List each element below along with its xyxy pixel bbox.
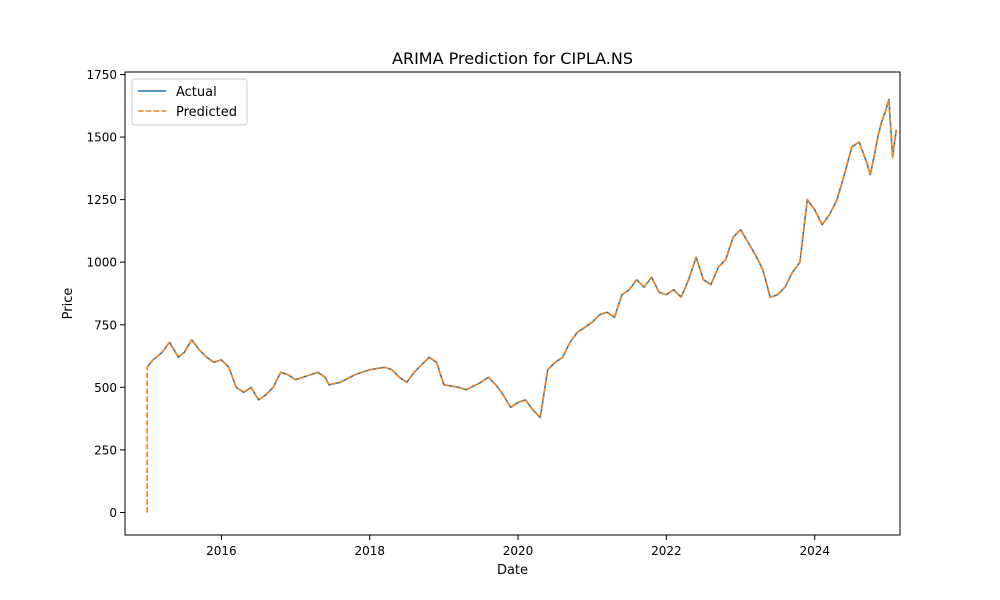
y-tick-label: 1250: [86, 193, 117, 207]
legend: Actual Predicted: [131, 78, 248, 126]
x-axis: 2016 2018 2020 2022 2024: [206, 535, 830, 558]
y-tick-label: 1000: [86, 256, 117, 270]
y-axis: 0 250 500 750 1000 1250 1500 1750: [86, 68, 125, 520]
x-tick-label: 2024: [799, 544, 830, 558]
x-axis-label: Date: [497, 563, 528, 578]
series-layer: [146, 98, 898, 513]
legend-label-actual: Actual: [176, 85, 217, 100]
y-tick-label: 1750: [86, 68, 117, 82]
y-tick-label: 500: [94, 381, 117, 395]
series-line-predicted: [146, 98, 898, 513]
x-tick-label: 2018: [354, 544, 385, 558]
x-tick-label: 2016: [206, 544, 237, 558]
y-axis-label: Price: [61, 288, 76, 320]
y-tick-label: 1500: [86, 131, 117, 145]
y-tick-label: 750: [94, 318, 117, 332]
legend-label-predicted: Predicted: [176, 105, 237, 120]
x-tick-label: 2022: [651, 544, 682, 558]
y-tick-label: 0: [109, 506, 117, 520]
x-tick-label: 2020: [503, 544, 534, 558]
plot-area-frame: [124, 71, 901, 536]
chart-title: ARIMA Prediction for CIPLA.NS: [392, 49, 633, 68]
y-tick-label: 250: [94, 443, 117, 457]
